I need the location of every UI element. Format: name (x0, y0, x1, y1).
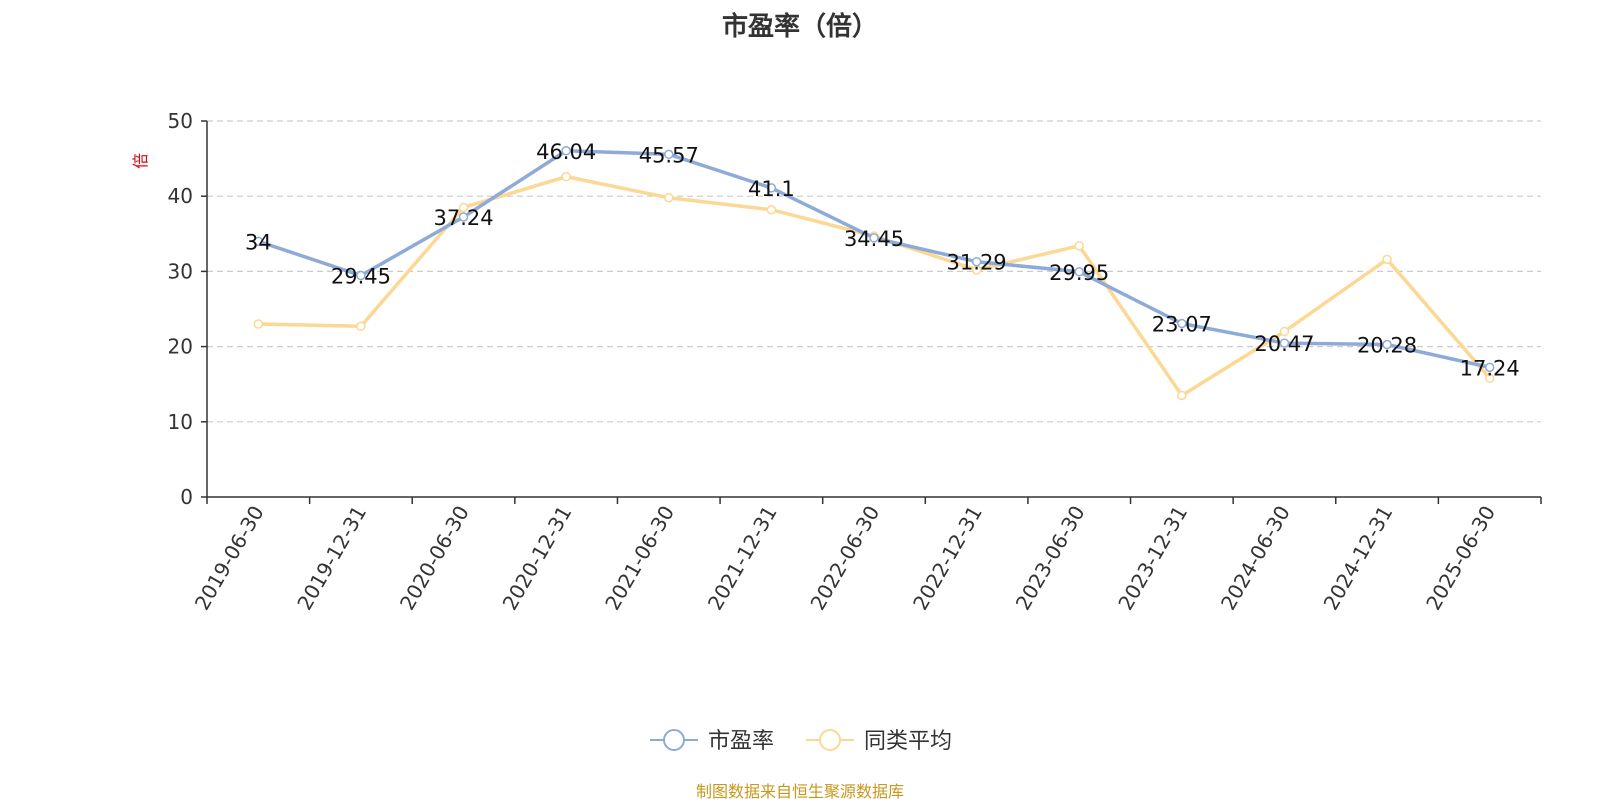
y-tick-label: 20 (168, 335, 193, 359)
legend: 市盈率 同类平均 (650, 729, 952, 754)
series-1-point (1074, 241, 1084, 251)
series-1-point (458, 202, 469, 213)
x-tick-label: 2023-06-30 (1011, 502, 1090, 615)
series-0-point (1382, 339, 1392, 350)
data-label: 41.1 (748, 177, 795, 201)
legend-label-1: 同类平均 (864, 729, 952, 754)
x-tick-label: 2022-06-30 (805, 502, 884, 615)
series-0-point (869, 233, 879, 243)
series-1-point (1279, 326, 1290, 337)
x-tick-label: 2022-12-31 (908, 502, 987, 615)
series-0-point (664, 149, 674, 160)
x-tick-label: 2019-12-31 (292, 502, 371, 615)
y-tick-label: 10 (168, 410, 193, 434)
x-tick-label: 2021-12-31 (703, 502, 782, 615)
series-0-point (253, 236, 264, 247)
series-lines (253, 146, 1495, 401)
x-tick-label: 2025-06-30 (1421, 502, 1500, 615)
x-tick-label: 2020-12-31 (498, 502, 577, 615)
legend-marker-0 (663, 729, 685, 751)
series-1-point (1484, 373, 1495, 383)
data-label: 20.28 (1357, 333, 1417, 357)
series-0-point (1074, 267, 1084, 277)
data-label: 29.95 (1049, 261, 1109, 285)
series-0-point (766, 183, 777, 193)
data-label: 37.24 (433, 206, 493, 230)
series-1-point (1177, 390, 1187, 401)
series-1-point (1382, 254, 1392, 265)
data-label: 17.24 (1460, 356, 1520, 380)
series-0-point (971, 256, 982, 267)
series-0-point (1279, 338, 1290, 348)
series-0-point (1177, 318, 1187, 329)
data-label: 31.29 (947, 251, 1007, 275)
series-1-point (253, 319, 264, 329)
x-tick-label: 2024-06-30 (1216, 502, 1295, 615)
data-label: 34 (245, 230, 272, 254)
legend-label-0: 市盈率 (708, 729, 774, 754)
x-tick-label: 2020-06-30 (395, 502, 474, 615)
y-tick-label: 0 (180, 485, 193, 509)
data-label: 34.45 (844, 227, 904, 251)
y-axis-unit: 倍 (131, 153, 150, 169)
series-1-point (561, 171, 571, 182)
y-tick-label: 30 (168, 259, 193, 283)
data-label: 45.57 (639, 143, 699, 167)
series-0-point (1484, 362, 1495, 373)
x-tick-label: 2019-06-30 (190, 502, 269, 615)
source-note: 制图数据来自恒生聚源数据库 (695, 782, 904, 801)
series-1-point (766, 204, 777, 215)
legend-marker-1 (819, 729, 841, 751)
series-1-point (356, 321, 366, 332)
x-tick-label: 2023-12-31 (1113, 502, 1192, 615)
x-tick-label: 2024-12-31 (1319, 502, 1398, 615)
data-labels: 34 29.45 37.24 46.04 45.57 41.1 34.45 31.29 29.9… (245, 140, 1520, 381)
data-label: 29.45 (331, 265, 391, 289)
series-0-point (561, 146, 571, 156)
chart-title: 市盈率（倍） (721, 12, 878, 42)
grid-lines (207, 120, 1541, 423)
y-tick-label: 40 (168, 184, 193, 208)
data-label: 23.07 (1152, 313, 1212, 337)
series-0-point (458, 212, 469, 222)
data-label: 20.47 (1254, 332, 1314, 356)
x-tick-label: 2021-06-30 (600, 502, 679, 615)
axes: 0 10 20 30 40 50 倍 2019-06-30 2019-12-31 2020-06-… (131, 109, 1542, 615)
series-0-point (356, 270, 366, 281)
series-1-point (664, 192, 674, 203)
y-tick-label: 50 (168, 109, 193, 133)
data-label: 46.04 (536, 140, 596, 164)
